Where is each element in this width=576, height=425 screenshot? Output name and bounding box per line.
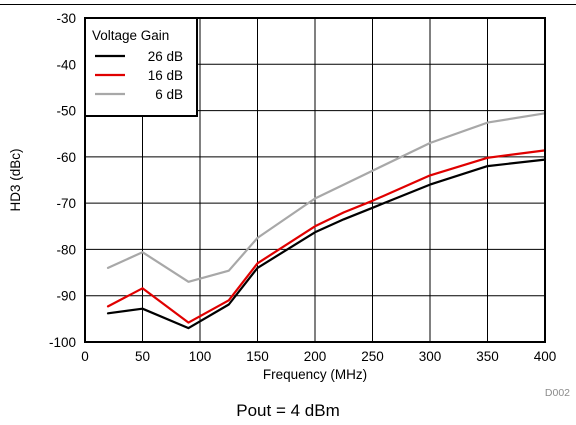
x-tick-label: 50 bbox=[135, 349, 150, 364]
x-tick-label: 300 bbox=[419, 349, 442, 364]
legend-entry-label: 26 dB bbox=[148, 49, 183, 64]
series-line-26-db bbox=[106, 158, 547, 330]
top-rule bbox=[0, 4, 576, 5]
legend-entry-label: 6 dB bbox=[155, 87, 183, 102]
legend: Voltage Gain 26 dB 16 dB 6 dB bbox=[84, 17, 198, 117]
figure-code: D002 bbox=[545, 387, 570, 399]
x-tick-label: 150 bbox=[246, 349, 269, 364]
y-tick-label: -40 bbox=[56, 57, 76, 72]
x-tick-label: 200 bbox=[304, 349, 327, 364]
x-tick-label: 0 bbox=[81, 349, 89, 364]
y-tick-label: -30 bbox=[56, 11, 76, 26]
x-tick-label: 250 bbox=[361, 349, 384, 364]
legend-box bbox=[84, 17, 198, 117]
y-tick-label: -50 bbox=[56, 104, 76, 119]
y-tick-label: -70 bbox=[56, 196, 76, 211]
series-line-6-db bbox=[106, 112, 547, 283]
x-tick-label: 400 bbox=[534, 349, 557, 364]
legend-entry-label: 16 dB bbox=[148, 68, 183, 83]
caption: Pout = 4 dBm bbox=[236, 401, 340, 420]
y-tick-label: -80 bbox=[56, 242, 76, 257]
legend-title: Voltage Gain bbox=[92, 28, 169, 43]
x-tick-label: 100 bbox=[189, 349, 212, 364]
tick-labels: 0 50 100 150 200 250 300 350 400 -30 -40 -50 -60 -70 -… bbox=[49, 11, 556, 364]
x-tick-label: 350 bbox=[476, 349, 499, 364]
plot-frame bbox=[84, 17, 546, 343]
series-line-16-db bbox=[106, 149, 547, 324]
y-tick-label: -90 bbox=[56, 289, 76, 304]
x-axis-title: Frequency (MHz) bbox=[263, 367, 367, 382]
series-lines bbox=[106, 112, 547, 330]
y-tick-label: -60 bbox=[56, 150, 76, 165]
y-axis-title: HD3 (dBc) bbox=[8, 148, 23, 211]
y-tick-label: -100 bbox=[49, 335, 76, 350]
